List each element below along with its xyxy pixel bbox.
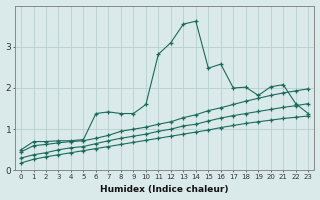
X-axis label: Humidex (Indice chaleur): Humidex (Indice chaleur)	[100, 185, 229, 194]
